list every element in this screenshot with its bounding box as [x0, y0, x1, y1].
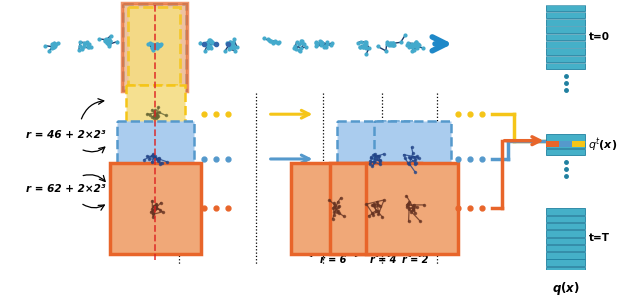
Text: r = 6: r = 6 — [321, 255, 347, 266]
Bar — [367, 163, 458, 254]
Bar — [572, 141, 585, 147]
Bar — [547, 19, 585, 26]
Bar — [374, 121, 451, 197]
Bar — [547, 208, 585, 215]
Bar — [547, 134, 585, 141]
FancyBboxPatch shape — [122, 3, 188, 91]
Text: $\boldsymbol{q^t(x)}$: $\boldsymbol{q^t(x)}$ — [589, 137, 618, 154]
Text: r = 78: r = 78 — [151, 174, 184, 184]
Bar — [547, 141, 559, 147]
Bar — [128, 7, 180, 85]
Bar — [117, 121, 194, 197]
Text: $\boldsymbol{q(x)}$: $\boldsymbol{q(x)}$ — [552, 280, 579, 295]
Bar — [547, 27, 585, 33]
Bar — [547, 142, 585, 148]
Text: r = 62 + 2×2³: r = 62 + 2×2³ — [26, 184, 105, 194]
Bar — [330, 163, 421, 254]
Bar — [291, 163, 382, 254]
Bar — [547, 63, 585, 69]
Text: t=T: t=T — [589, 232, 609, 242]
Bar — [547, 267, 585, 273]
Text: r = 46: r = 46 — [151, 88, 184, 98]
Bar — [547, 216, 585, 222]
Bar — [547, 34, 585, 40]
Bar — [547, 260, 585, 266]
Bar — [126, 85, 185, 143]
Bar — [547, 252, 585, 258]
Text: r = 46 + 2×2³: r = 46 + 2×2³ — [26, 130, 105, 140]
Bar — [337, 121, 414, 197]
Bar — [547, 41, 585, 47]
Bar — [547, 56, 585, 62]
Text: r = 62: r = 62 — [151, 134, 184, 144]
Bar — [547, 149, 585, 155]
Bar — [122, 4, 186, 91]
Bar — [559, 141, 572, 147]
Bar — [109, 163, 201, 254]
Bar — [547, 237, 585, 244]
Bar — [547, 48, 585, 55]
Bar — [547, 245, 585, 251]
Text: t=0: t=0 — [589, 32, 609, 42]
Text: r = 4: r = 4 — [370, 255, 396, 266]
Bar — [547, 12, 585, 18]
Bar — [547, 4, 585, 11]
Text: r = 2: r = 2 — [402, 255, 428, 266]
Bar — [547, 223, 585, 229]
Bar — [547, 230, 585, 237]
